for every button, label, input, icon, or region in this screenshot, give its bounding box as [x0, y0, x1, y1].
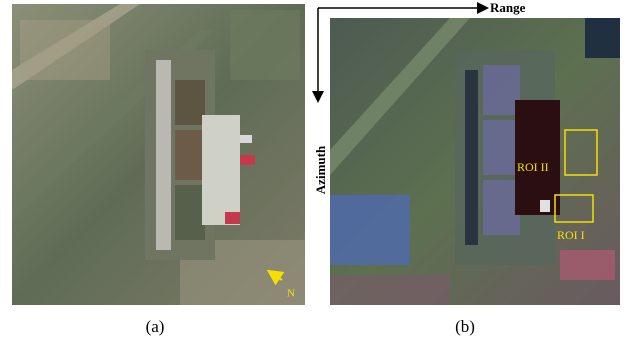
range-label: Range [490, 0, 526, 15]
optical-image: N [12, 4, 305, 305]
roi-label: ROI II [517, 160, 549, 174]
roi-label: ROI I [557, 228, 585, 242]
caption: (a) [146, 317, 165, 336]
sar-image: ROI II ROI I [330, 18, 620, 305]
caption: (b) [455, 317, 475, 336]
north-label: N [287, 288, 295, 300]
figure: N (a) ROI II ROI I Range Azimuth (b) [0, 0, 629, 345]
azimuth-label: Azimuth [313, 145, 328, 194]
